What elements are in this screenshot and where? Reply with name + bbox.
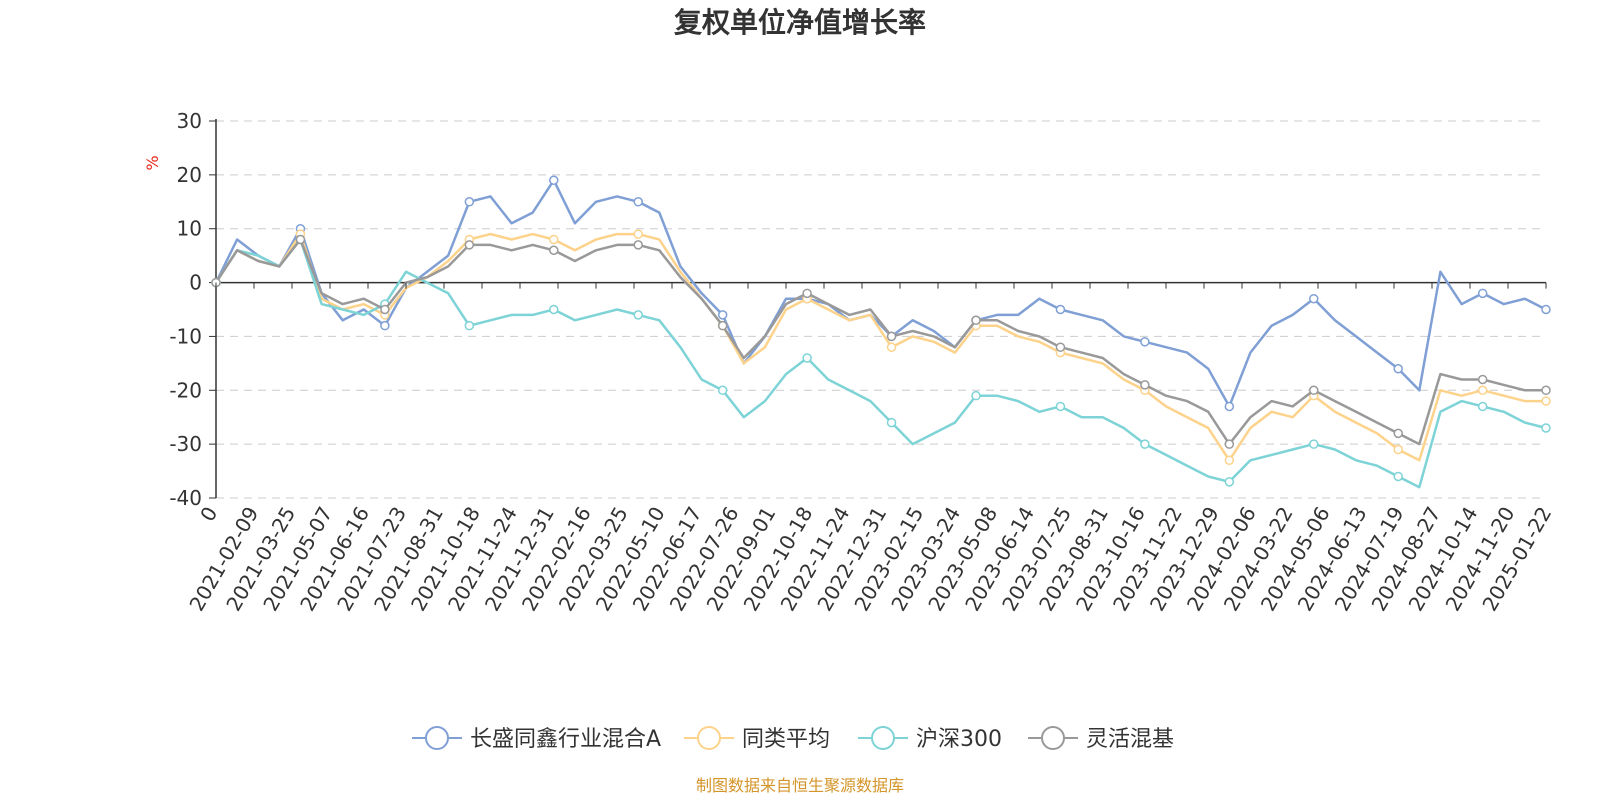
data-point [886,417,897,428]
data-point [1224,455,1235,466]
legend-item[interactable]: 沪深300 [858,726,1002,752]
data-point [633,197,643,207]
series-3 [211,234,1551,489]
data-point [380,320,390,331]
legend-item[interactable]: 长盛同鑫行业混合A [412,726,661,752]
data-point [717,385,728,396]
data-point [802,353,812,363]
x-origin-label: 0 [195,503,222,526]
series-line [214,238,1547,489]
data-point [1055,304,1066,315]
y-axis-unit: % [143,155,162,170]
legend-marker [871,726,895,750]
data-point [1393,428,1403,439]
data-point [549,175,559,185]
legend-item[interactable]: 同类平均 [684,726,830,752]
y-tick-label: 30 [177,109,202,133]
chart-title: 复权单位净值增长率 [674,6,926,39]
data-point [633,229,643,239]
legend-label: 灵活混基 [1086,727,1174,752]
data-point [717,320,728,331]
legend-item[interactable]: 灵活混基 [1028,726,1174,752]
data-point [1140,380,1150,390]
data-point [380,304,390,315]
data-point [1309,439,1319,449]
data-point [464,197,475,207]
data-point [1541,396,1551,406]
data-point [1140,337,1150,347]
series-line [214,238,1546,446]
data-point [971,315,981,326]
legend-label: 长盛同鑫行业混合A [470,727,661,752]
data-point [1055,342,1066,352]
data-point [464,240,475,250]
source-note: 制图数据来自恒生聚源数据库 [696,776,904,795]
y-tick-label: -20 [169,378,202,402]
series-line [214,232,1546,462]
data-point [971,390,981,401]
y-tick-label: 20 [177,163,202,187]
data-point [464,320,475,331]
data-point [1224,439,1235,449]
series-line [214,178,1547,408]
legend-marker [425,726,449,750]
legend-marker [697,726,721,750]
legend[interactable]: 长盛同鑫行业混合A 同类平均 沪深300 灵活混基 [412,726,1174,752]
axes [215,119,1546,498]
series-1 [211,175,1551,412]
data-point [1140,439,1150,449]
y-tick-label: 0 [189,271,202,295]
data-point [1477,288,1488,299]
data-point [802,288,812,299]
data-point [1541,304,1551,315]
data-point [1477,385,1488,396]
data-point [1541,385,1551,396]
data-point [633,310,643,320]
data-point [1055,401,1066,412]
legend-marker [1041,726,1065,750]
data-point [1224,401,1235,412]
y-tick-label: -10 [169,324,202,348]
y-axis-ticks: 30 20 10 0 -10 -20 -30 -40 [169,109,216,510]
series-4 [211,234,1551,449]
legend-label: 沪深300 [916,727,1002,752]
legend-label: 同类平均 [742,727,830,752]
data-point [1309,385,1319,396]
series-lines [211,175,1551,489]
data-point [1541,423,1551,433]
data-point [1224,477,1235,487]
data-point [1393,471,1403,482]
series-2 [211,229,1551,466]
y-tick-label: -40 [169,486,202,510]
y-tick-label: 10 [177,217,202,241]
data-point [549,304,559,315]
data-point [886,342,897,352]
data-point [1477,401,1488,412]
data-point [549,234,559,245]
data-point [295,234,306,245]
data-point [717,310,728,320]
data-point [1393,444,1403,455]
y-tick-label: -30 [169,432,202,456]
data-point [633,240,643,250]
data-point [1393,363,1403,374]
data-point [1477,374,1488,385]
grid-lines [216,120,1546,499]
data-point [1309,293,1319,304]
data-point [549,245,559,256]
data-point [886,331,897,342]
